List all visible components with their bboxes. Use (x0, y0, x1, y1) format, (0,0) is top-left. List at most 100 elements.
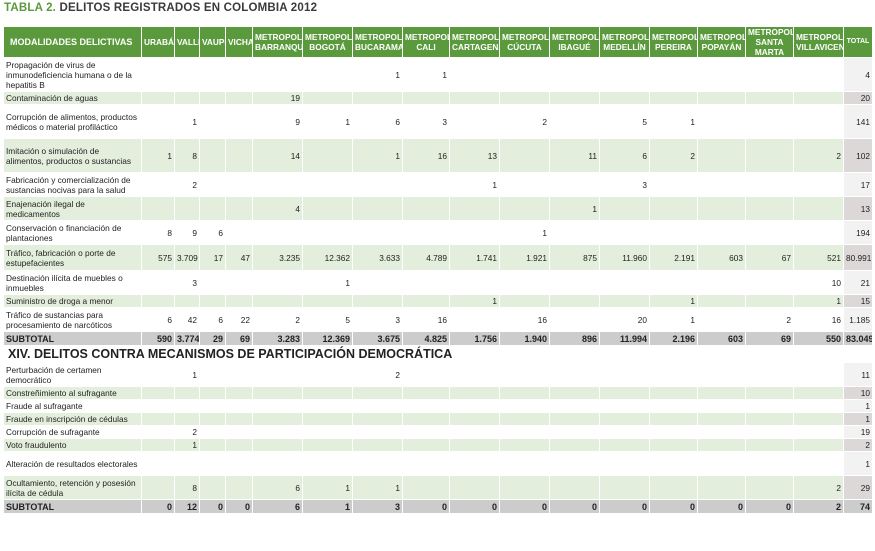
row-label: Constreñimiento al sufragante (3, 386, 142, 400)
cell-value: 1 (352, 57, 403, 92)
cell-value: 11 (549, 138, 600, 173)
cell-value (302, 399, 353, 413)
row-total: 194 (843, 220, 873, 245)
cell-value (549, 362, 600, 387)
cell-value (745, 104, 794, 139)
cell-value: 3 (599, 172, 650, 197)
cell-value (697, 412, 746, 426)
cell-value (252, 270, 303, 295)
cell-value: 4 (252, 196, 303, 221)
row-total: 11 (843, 362, 873, 387)
subtotal-value: 3 (352, 499, 403, 514)
cell-value: 1 (449, 172, 500, 197)
row-label: Voto fraudulento (3, 438, 142, 452)
row-label: Destinación ilícita de muebles o inmuebl… (3, 270, 142, 295)
cell-value (225, 196, 253, 221)
row-label: Conservación o financiación de plantacio… (3, 220, 142, 245)
row-total: 1 (843, 412, 873, 426)
cell-value (649, 196, 698, 221)
row-label: Imitación o simulación de alimentos, pro… (3, 138, 142, 173)
cell-value (697, 138, 746, 173)
cell-value: 1.741 (449, 244, 500, 271)
table-row: Suministro de droga a menor 1 1 1 15 (3, 294, 873, 308)
cell-value: 2 (745, 307, 794, 332)
cell-value (697, 307, 746, 332)
cell-value (199, 270, 226, 295)
cell-value (174, 91, 200, 105)
cell-value (174, 57, 200, 92)
row-label: Fraude al sufragante (3, 399, 142, 413)
subtotal-value: 2.196 (649, 331, 698, 346)
cell-value: 2 (352, 362, 403, 387)
cell-value (225, 438, 253, 452)
subtotal-row: SUBTOTAL 0 12 0 0 6 1 3 0 0 0 0 0 0 0 0 2 74 (3, 499, 873, 514)
cell-value: 1 (352, 138, 403, 173)
table-row: Corrupción de sufragante 2 19 (3, 425, 873, 439)
cell-value: 3.235 (252, 244, 303, 271)
cell-value: 42 (174, 307, 200, 332)
cell-value (449, 196, 500, 221)
cell-value (697, 172, 746, 197)
cell-value (499, 451, 550, 476)
cell-value (174, 196, 200, 221)
column-header: VICHADA (225, 26, 253, 58)
column-header: METROPOLITANA BARRANQUILLA (252, 26, 303, 58)
cell-value (697, 294, 746, 308)
cell-value (697, 57, 746, 92)
subtotal-value: 69 (745, 331, 794, 346)
row-label: Propagación de virus de inmunodeficienci… (3, 57, 142, 92)
cell-value (649, 220, 698, 245)
cell-value (745, 362, 794, 387)
cell-value: 2 (252, 307, 303, 332)
cell-value (352, 386, 403, 400)
cell-value (599, 220, 650, 245)
subtotal-value: 12 (174, 499, 200, 514)
cell-value: 12.362 (302, 244, 353, 271)
column-header: METROPOLITANA IBAGUÉ (549, 26, 600, 58)
cell-value: 16 (499, 307, 550, 332)
table-row: Tráfico de sustancias para procesamiento… (3, 307, 873, 332)
cell-value (549, 270, 600, 295)
row-label: Alteración de resultados electorales (3, 451, 142, 476)
cell-value (549, 399, 600, 413)
cell-value (499, 91, 550, 105)
cell-value (352, 294, 403, 308)
table-row: Alteración de resultados electorales 1 (3, 451, 873, 476)
subtotal-value: 0 (499, 499, 550, 514)
cell-value: 1 (499, 220, 550, 245)
subtotal-value: 6 (252, 499, 303, 514)
cell-value (449, 425, 500, 439)
subtotal-value: 11.994 (599, 331, 650, 346)
cell-value (199, 294, 226, 308)
cell-value: 11.960 (599, 244, 650, 271)
cell-value (141, 172, 175, 197)
cell-value: 16 (402, 138, 450, 173)
cell-value (141, 386, 175, 400)
table-body: Propagación de virus de inmunodeficienci… (3, 57, 873, 514)
cell-value (225, 138, 253, 173)
subtotal-value: 1.940 (499, 331, 550, 346)
cell-value (402, 451, 450, 476)
cell-value (352, 425, 403, 439)
cell-value: 3.633 (352, 244, 403, 271)
row-total: 15 (843, 294, 873, 308)
cell-value (302, 294, 353, 308)
cell-value (141, 91, 175, 105)
row-total: 19 (843, 425, 873, 439)
cell-value (225, 91, 253, 105)
subtotal-value: 29 (199, 331, 226, 346)
table-title-text: DELITOS REGISTRADOS EN COLOMBIA 2012 (59, 2, 318, 14)
cell-value (697, 196, 746, 221)
cell-value: 17 (199, 244, 226, 271)
cell-value (449, 104, 500, 139)
cell-value: 2.191 (649, 244, 698, 271)
row-label: Suministro de droga a menor (3, 294, 142, 308)
subtotal-value: 4.825 (402, 331, 450, 346)
cell-value (449, 362, 500, 387)
cell-value (199, 104, 226, 139)
cell-value (449, 438, 500, 452)
cell-value: 6 (352, 104, 403, 139)
column-header: URABÁ (141, 26, 175, 58)
cell-value: 1 (449, 294, 500, 308)
cell-value (141, 399, 175, 413)
